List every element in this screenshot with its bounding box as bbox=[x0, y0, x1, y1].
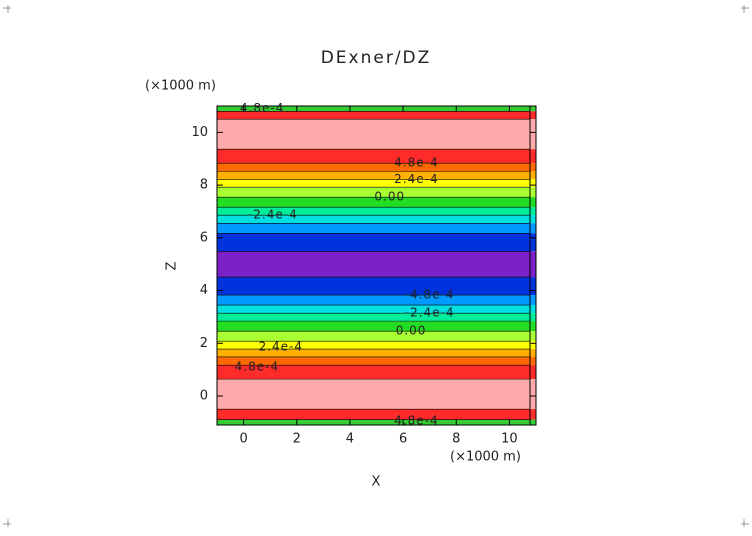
contour-label: 2.4e-4 bbox=[259, 340, 303, 354]
contour-band bbox=[217, 305, 536, 314]
contour-band bbox=[217, 215, 536, 224]
chart-title: DExner/DZ bbox=[321, 48, 432, 68]
x-axis-label: X bbox=[372, 475, 381, 490]
contour-band bbox=[217, 233, 536, 252]
contour-label: -4.8e-4 bbox=[405, 288, 455, 302]
contour-label: 0.00 bbox=[396, 324, 427, 338]
contour-band bbox=[217, 331, 536, 342]
plot-area: 4.8e-4 4.8e-4 2.4e-4 0.00 -2.4e-4 -4.8e-4 -2.4… bbox=[191, 101, 537, 447]
contour-band bbox=[217, 163, 536, 172]
corner-marks bbox=[3, 5, 749, 527]
x-tick-label: 0 bbox=[239, 432, 247, 447]
contour-label: 0.00 bbox=[374, 190, 405, 204]
y-tick-label: 0 bbox=[200, 389, 208, 404]
contour-band bbox=[217, 251, 536, 278]
x-tick-label: 6 bbox=[399, 432, 407, 447]
contour-label: -2.4e-4 bbox=[405, 306, 455, 320]
y-tick-label: 8 bbox=[200, 178, 208, 193]
x-tick-label: 8 bbox=[452, 432, 460, 447]
contour-label: 4.8e-4 bbox=[394, 156, 438, 170]
contour-label: 4.8e-4 bbox=[394, 414, 438, 428]
contour-band bbox=[217, 409, 536, 420]
contour-band bbox=[217, 349, 536, 357]
y-tick-label: 4 bbox=[200, 283, 208, 298]
x-unit: (×1000 m) bbox=[450, 450, 521, 465]
contour-band bbox=[217, 171, 536, 180]
contour-band bbox=[217, 356, 536, 366]
x-tick-label: 10 bbox=[501, 432, 518, 447]
contour-label: -2.4e-4 bbox=[248, 208, 298, 222]
contour-band bbox=[217, 106, 536, 112]
x-tick-label: 2 bbox=[293, 432, 301, 447]
y-unit: (×1000 m) bbox=[145, 79, 216, 94]
contour-band bbox=[217, 119, 536, 150]
contour-band bbox=[217, 149, 536, 164]
contour-band bbox=[217, 313, 536, 322]
contour-band bbox=[217, 321, 536, 332]
plot-frame bbox=[216, 105, 537, 426]
contour-label: 4.8e-4 bbox=[235, 360, 279, 374]
contour-band bbox=[217, 187, 536, 198]
x-tick-label: 4 bbox=[346, 432, 354, 447]
contour-band bbox=[217, 207, 536, 216]
y-axis-label: Z bbox=[165, 261, 180, 270]
contour-band bbox=[217, 197, 536, 208]
y-tick-label: 10 bbox=[191, 125, 208, 140]
contour-band bbox=[217, 341, 536, 350]
contour-band bbox=[217, 223, 536, 234]
contour-band bbox=[217, 379, 536, 410]
contour-band bbox=[217, 295, 536, 306]
contour-band bbox=[217, 419, 536, 425]
contour-band bbox=[217, 111, 536, 120]
contour-band bbox=[217, 179, 536, 188]
contour-band bbox=[217, 365, 536, 380]
contour-band bbox=[217, 277, 536, 296]
y-tick-label: 6 bbox=[200, 230, 208, 245]
contour-label: 4.8e-4 bbox=[240, 101, 284, 115]
contour-label: 2.4e-4 bbox=[394, 172, 438, 186]
y-tick-label: 2 bbox=[200, 336, 208, 351]
